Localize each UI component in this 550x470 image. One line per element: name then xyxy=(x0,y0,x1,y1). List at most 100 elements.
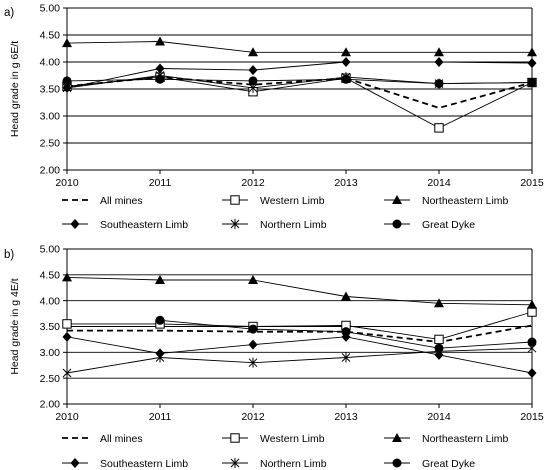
chart-panel-b: 2.00 2.50 3.00 3.50 4.00 4.50 5.00 2010 2011 2012… xyxy=(4,244,544,470)
y-tick-label: 5.00 xyxy=(40,244,61,256)
data-point xyxy=(155,36,165,46)
data-point xyxy=(248,76,258,86)
data-point xyxy=(434,334,444,345)
legend: All mines Western Limb Northeastern Limb So… xyxy=(62,195,509,231)
legend-item: All mines xyxy=(62,195,143,207)
y-tick-label: 2.00 xyxy=(40,399,61,411)
legend-marker xyxy=(230,219,240,229)
legend-label: Northeastern Limb xyxy=(422,195,509,207)
data-point xyxy=(155,315,165,325)
panel-label: b) xyxy=(4,249,14,261)
data-point xyxy=(341,57,351,67)
x-tick-label: 2013 xyxy=(334,411,358,423)
legend-item: Southeastern Limb xyxy=(62,219,188,231)
data-point xyxy=(341,74,351,84)
legend-marker xyxy=(392,458,402,468)
series-line xyxy=(66,76,533,109)
y-tick-label: 2.00 xyxy=(40,165,61,177)
data-point xyxy=(62,331,72,342)
series-line xyxy=(66,41,532,53)
x-tick-label: 2011 xyxy=(149,177,172,189)
data-point xyxy=(248,339,258,350)
x-tick-label: 2014 xyxy=(427,411,451,423)
data-point xyxy=(155,74,165,84)
series-great-dyke xyxy=(155,315,537,353)
series-great-dyke xyxy=(62,74,537,89)
x-tick-label: 2015 xyxy=(520,411,544,423)
y-tick-label: 3.50 xyxy=(40,321,61,333)
legend-marker xyxy=(392,433,402,442)
legend-label: Northern Limb xyxy=(260,458,327,470)
legend-item: Northern Limb xyxy=(222,219,327,231)
legend-item: Western Limb xyxy=(222,433,325,445)
data-point xyxy=(434,57,444,67)
y-tick-label: 4.50 xyxy=(40,30,61,42)
legend-label: Southeastern Limb xyxy=(100,458,188,470)
panel-label: a) xyxy=(4,7,14,19)
legend-label: Great Dyke xyxy=(422,458,475,470)
data-point xyxy=(248,65,258,76)
y-tick-label: 5.00 xyxy=(40,3,61,15)
data-point xyxy=(248,47,258,57)
data-point xyxy=(62,319,72,329)
series-all-mines xyxy=(66,76,533,109)
data-point xyxy=(527,299,537,309)
x-tick-label: 2011 xyxy=(149,411,172,423)
series-southeastern-limb xyxy=(62,331,537,378)
data-point xyxy=(527,307,537,317)
series-western-limb xyxy=(62,307,537,345)
y-tick-label: 3.00 xyxy=(40,111,61,123)
series-all-mines xyxy=(67,324,533,343)
y-tick-label: 3.00 xyxy=(40,347,61,359)
legend-label: Northern Limb xyxy=(260,219,327,231)
x-tick-label: 2012 xyxy=(241,411,265,423)
y-tick-label: 4.50 xyxy=(40,269,61,281)
data-point xyxy=(62,76,72,86)
legend-marker xyxy=(392,219,402,229)
y-tick-label: 4.00 xyxy=(40,57,61,69)
legend-label: Northeastern Limb xyxy=(422,433,509,445)
legend-label: Southeastern Limb xyxy=(100,219,188,231)
legend-label: Western Limb xyxy=(260,195,325,207)
legend-marker xyxy=(230,433,240,443)
data-point xyxy=(434,298,444,308)
data-point xyxy=(62,368,72,378)
series-line xyxy=(67,324,533,343)
data-point xyxy=(341,327,351,337)
data-point xyxy=(341,47,351,57)
y-tick-label: 2.50 xyxy=(40,373,61,385)
x-tick-label: 2013 xyxy=(334,177,358,189)
data-point xyxy=(434,123,444,133)
series-line xyxy=(66,347,533,374)
legend-item: Northeastern Limb xyxy=(384,195,509,207)
legend-item: Great Dyke xyxy=(384,458,475,470)
legend-label: All mines xyxy=(100,195,143,207)
series-line xyxy=(66,76,533,129)
legend-item: Southeastern Limb xyxy=(62,458,188,470)
series-northern-limb xyxy=(62,343,537,378)
series-line xyxy=(66,61,533,89)
data-point xyxy=(248,324,258,334)
legend-item: All mines xyxy=(62,433,143,445)
data-point xyxy=(434,343,444,353)
x-tick-label: 2015 xyxy=(520,177,544,189)
y-axis-label: Head grade in g 4E/t xyxy=(9,278,21,374)
legend-marker xyxy=(392,195,402,204)
legend-label: Western Limb xyxy=(260,433,325,445)
x-tick-label: 2012 xyxy=(241,177,265,189)
legend-label: All mines xyxy=(100,433,143,445)
legend-marker xyxy=(230,458,240,468)
data-point xyxy=(62,38,72,48)
legend-item: Great Dyke xyxy=(384,219,475,231)
legend-marker xyxy=(70,219,80,229)
series-line xyxy=(66,336,533,374)
data-point xyxy=(155,275,165,284)
x-tick-label: 2014 xyxy=(427,177,451,189)
data-point xyxy=(248,275,258,284)
y-axis-label: Head grade in g 6E/t xyxy=(9,41,21,137)
data-point xyxy=(155,63,165,74)
data-point xyxy=(527,337,537,347)
data-point xyxy=(341,352,351,363)
chart-panel-a: 2.00 2.50 3.00 3.50 4.00 4.50 5.00 2010 2011 2012… xyxy=(4,3,544,231)
